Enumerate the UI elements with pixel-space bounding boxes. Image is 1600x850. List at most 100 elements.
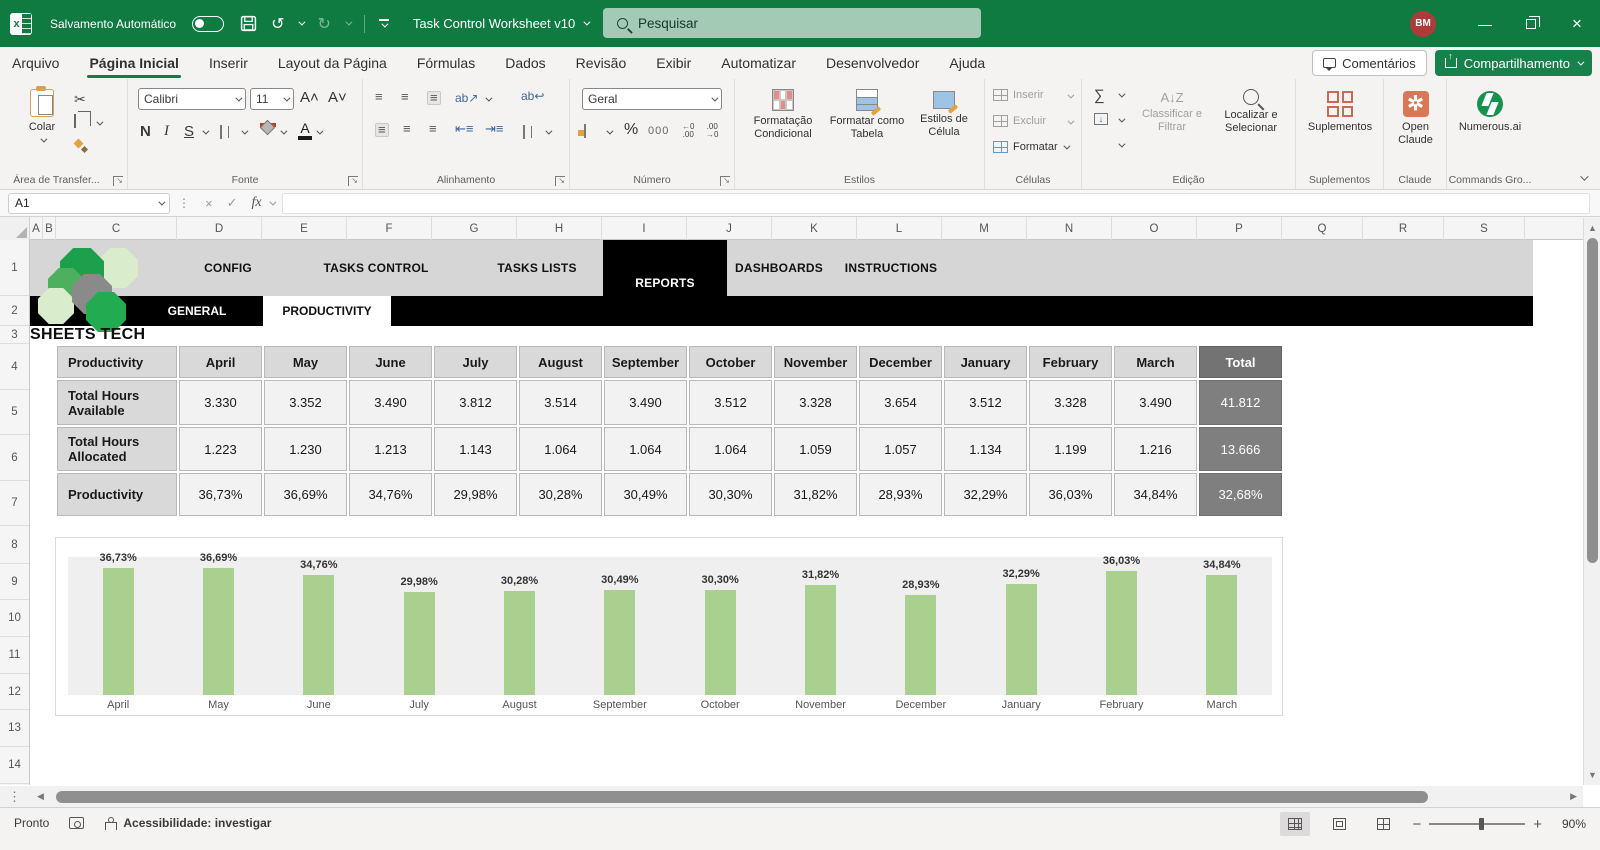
accounting-format-icon[interactable] (584, 124, 586, 138)
table-cell-r1-c1[interactable]: 3.330 (179, 380, 262, 425)
minimize-button[interactable]: — (1478, 15, 1492, 32)
table-cell-r2-c6[interactable]: 1.064 (604, 427, 687, 471)
table-cell-r2-c4[interactable]: 1.143 (434, 427, 517, 471)
table-cell-r3-c8[interactable]: 31,82% (774, 473, 857, 516)
menu-tab-exibir[interactable]: Exibir (656, 55, 692, 71)
comma-style-icon[interactable]: 000 (648, 125, 670, 137)
worksheet[interactable]: CONFIG TASKS CONTROL TASKS LISTS REPORTS DAS… (30, 240, 1548, 785)
table-cell-r2-c8[interactable]: 1.059 (774, 427, 857, 471)
decrease-indent-icon[interactable]: ⇤≡ (455, 121, 474, 136)
workbook-tab-tasks-lists[interactable]: TASKS LISTS (497, 261, 577, 275)
bold-button[interactable]: N (140, 123, 151, 140)
chart-bar-june[interactable] (303, 575, 335, 695)
page-break-view-button[interactable] (1368, 812, 1398, 836)
menu-tab-ajuda[interactable]: Ajuda (949, 55, 986, 71)
table-cell-r2-c5[interactable]: 1.064 (519, 427, 602, 471)
font-dialog-launcher[interactable]: ↘ (348, 176, 358, 186)
comments-button[interactable]: Comentários (1312, 50, 1427, 76)
table-cell-r3-c2[interactable]: 36,69% (264, 473, 347, 516)
formula-input[interactable] (281, 192, 1590, 214)
excel-app-icon[interactable]: x (10, 12, 32, 35)
column-header-R[interactable]: R (1363, 217, 1444, 240)
workbook-tab-config[interactable]: CONFIG (204, 261, 252, 275)
insert-function-icon[interactable]: fx (251, 195, 262, 210)
decrease-decimal-icon[interactable]: .00 →0 (706, 122, 719, 139)
table-cell-r1-c5[interactable]: 3.514 (519, 380, 602, 425)
borders-icon[interactable] (220, 125, 222, 139)
align-top-icon[interactable]: ≡ (375, 89, 383, 104)
menu-tab-f-rmulas[interactable]: Fórmulas (416, 55, 476, 71)
open-claude-button[interactable]: ✲ Open Claude (1388, 91, 1443, 147)
undo-chevron-icon[interactable] (298, 18, 306, 26)
conditional-formatting-button[interactable]: Formatação Condicional (743, 89, 823, 141)
workbook-tab-instructions[interactable]: INSTRUCTIONS (844, 261, 938, 275)
table-cell-r2-c3[interactable]: 1.213 (349, 427, 432, 471)
menu-tab-inserir[interactable]: Inserir (208, 55, 248, 71)
menu-tab-arquivo[interactable]: Arquivo (12, 55, 60, 71)
table-cell-r1-c10[interactable]: 3.512 (944, 380, 1027, 425)
table-cell-r1-c2[interactable]: 3.352 (264, 380, 347, 425)
row-header-8[interactable]: 8 (0, 526, 29, 564)
underline-button[interactable]: S (184, 123, 195, 140)
report-subtab-general[interactable]: GENERAL (167, 304, 227, 318)
column-header-L[interactable]: L (857, 217, 942, 240)
autosave-toggle[interactable] (192, 15, 225, 32)
restore-button[interactable] (1508, 0, 1554, 47)
menu-tab-revis-o[interactable]: Revisão (575, 55, 627, 71)
workbook-tab-tasks-control[interactable]: TASKS CONTROL (323, 261, 429, 275)
decrease-font-icon[interactable]: A˅ (328, 89, 347, 106)
horizontal-scroll-track[interactable] (50, 790, 1564, 804)
report-subtab-productivity[interactable]: PRODUCTIVITY (263, 296, 391, 326)
column-header-N[interactable]: N (1027, 217, 1112, 240)
chart-bar-march[interactable] (1206, 575, 1238, 695)
increase-indent-icon[interactable]: ⇥≡ (485, 121, 504, 136)
chart-bar-july[interactable] (403, 592, 435, 695)
zoom-slider-thumb[interactable] (1479, 818, 1485, 831)
name-box-splitter[interactable]: ⋮ (178, 196, 190, 210)
column-header-H[interactable]: H (517, 217, 602, 240)
cell-styles-button[interactable]: Estilos de Célula (911, 91, 977, 139)
menu-tab-desenvolvedor[interactable]: Desenvolvedor (825, 55, 920, 71)
zoom-level[interactable]: 90% (1561, 817, 1586, 831)
table-cell-r3-c11[interactable]: 36,03% (1029, 473, 1112, 516)
row-header-10[interactable]: 10 (0, 600, 29, 637)
column-header-E[interactable]: E (262, 217, 347, 240)
table-cell-r1-c11[interactable]: 3.328 (1029, 380, 1112, 425)
table-cell-r1-c3[interactable]: 3.490 (349, 380, 432, 425)
horizontal-scrollbar[interactable]: ⋮ ◀ ▶ (0, 786, 1583, 807)
undo-icon[interactable]: ↺ (271, 15, 285, 33)
row-header-2[interactable]: 2 (0, 296, 29, 326)
percent-style-icon[interactable]: % (624, 121, 639, 138)
zoom-slider[interactable] (1429, 818, 1526, 831)
table-cell-r2-c10[interactable]: 1.134 (944, 427, 1027, 471)
clear-chevron-icon[interactable] (1118, 140, 1126, 148)
table-cell-r1-c12[interactable]: 3.490 (1114, 380, 1197, 425)
chart-bar-november[interactable] (805, 585, 836, 695)
column-header-S[interactable]: S (1444, 217, 1525, 240)
cut-icon[interactable]: ✂ (74, 91, 86, 107)
table-cell-r3-c4[interactable]: 29,98% (434, 473, 517, 516)
menu-tab-automatizar[interactable]: Automatizar (721, 55, 796, 71)
row-header-1[interactable]: 1 (0, 240, 29, 296)
table-cell-r2-c9[interactable]: 1.057 (859, 427, 942, 471)
align-right-icon[interactable]: ≡ (429, 121, 437, 136)
align-center-icon[interactable]: ≡ (403, 121, 411, 136)
accounting-chevron-icon[interactable] (606, 127, 614, 135)
search-input[interactable]: Pesquisar (603, 8, 981, 38)
column-header-O[interactable]: O (1112, 217, 1197, 240)
increase-decimal-icon[interactable]: ←0.00 (682, 122, 695, 139)
row-header-13[interactable]: 13 (0, 710, 29, 747)
italic-button[interactable]: I (164, 123, 169, 139)
merge-chevron-icon[interactable] (545, 127, 553, 135)
table-cell-r2-c7[interactable]: 1.064 (689, 427, 772, 471)
page-layout-view-button[interactable] (1324, 812, 1354, 836)
paste-button[interactable]: Colar (16, 86, 68, 143)
table-cell-r2-c1[interactable]: 1.223 (179, 427, 262, 471)
font-name-select[interactable]: Calibri (138, 88, 246, 110)
format-cells-button[interactable]: Formatar (993, 141, 1071, 153)
row-header-4[interactable]: 4 (0, 344, 29, 390)
align-bottom-icon[interactable]: ≡ (427, 91, 441, 105)
orientation-icon[interactable]: ab↗ (455, 91, 479, 105)
borders-chevron-icon[interactable] (241, 127, 249, 135)
column-header-M[interactable]: M (942, 217, 1027, 240)
